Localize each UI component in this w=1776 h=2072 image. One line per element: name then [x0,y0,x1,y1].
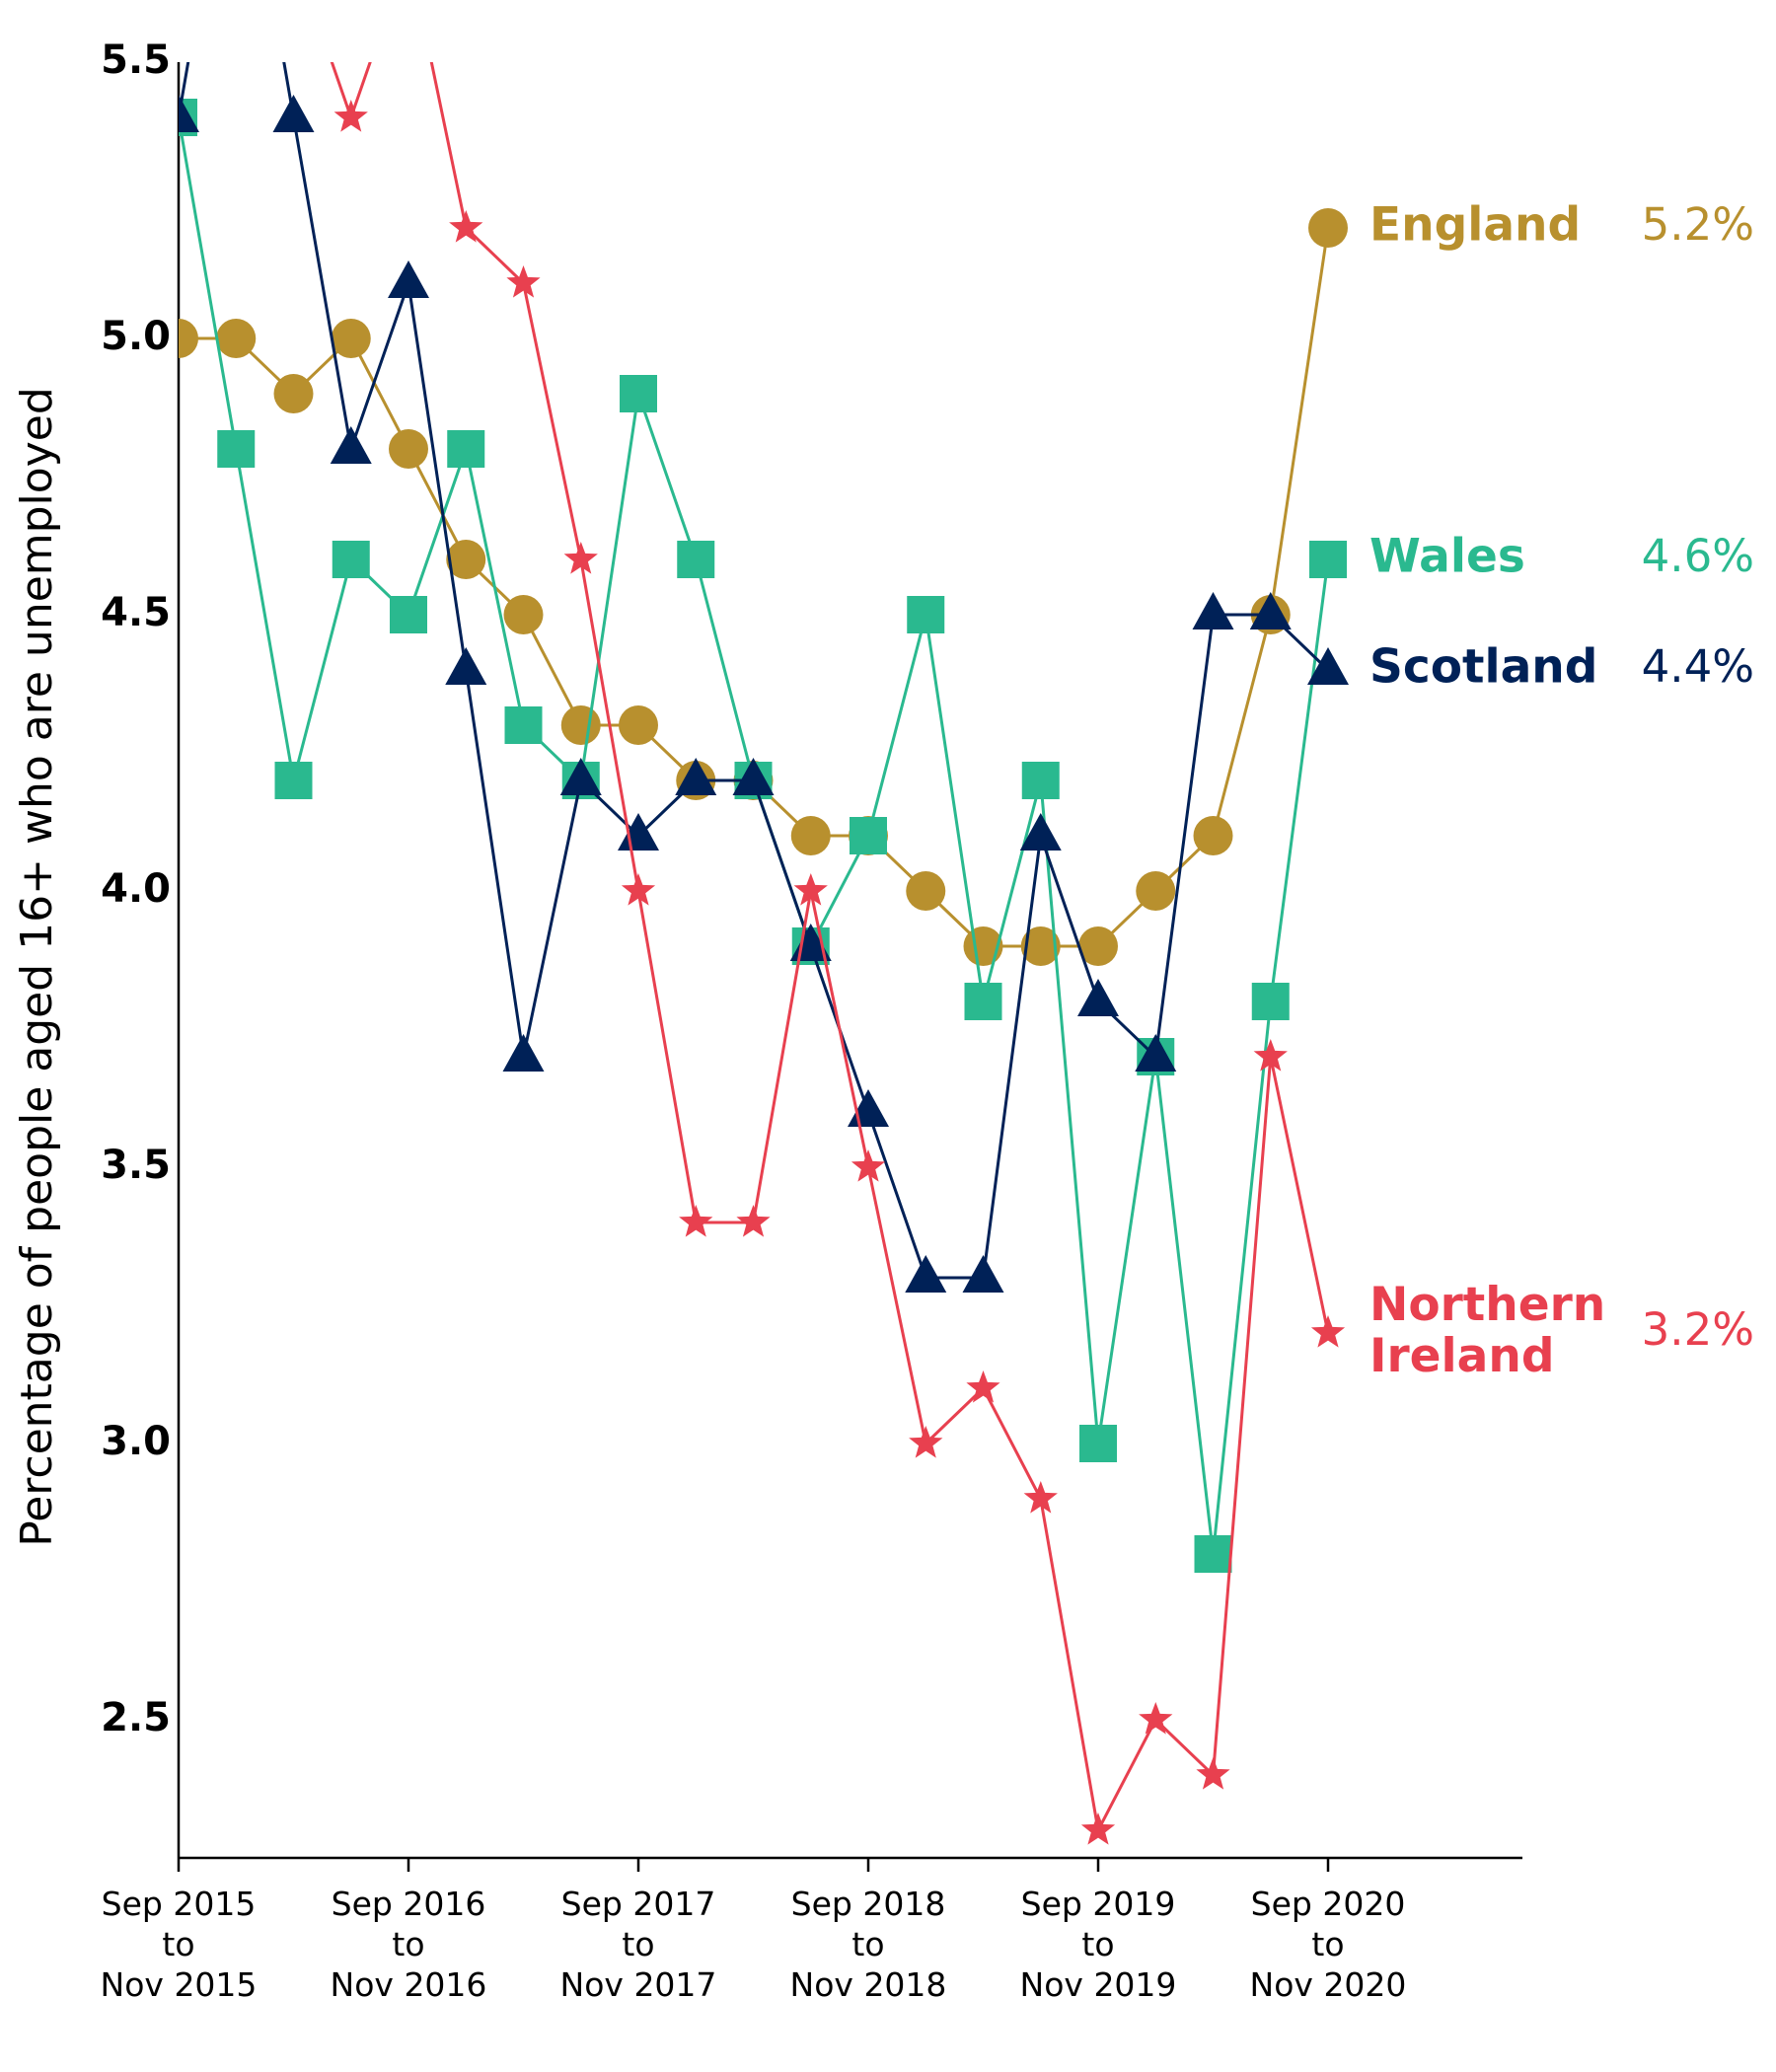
y-tick-label: 3.5 [101,1143,171,1188]
marker [449,210,483,243]
marker [679,1205,713,1237]
marker [621,873,656,906]
y-tick-label: 2.5 [101,1695,171,1740]
marker [1253,1039,1288,1072]
y-tick-label: 5.0 [101,314,171,359]
series-line [330,62,1330,1835]
legend-label: Wales [1369,530,1525,584]
marker [851,1149,886,1182]
x-tick-label: Sep 2019 to Nov 2019 [1020,1885,1177,2004]
marker [1249,592,1292,629]
legend-label: Scotland [1369,640,1597,695]
marker [732,758,775,795]
marker [179,95,199,132]
marker [447,430,485,468]
value-label: 3.2% [1642,1303,1754,1356]
marker [504,706,543,744]
marker [446,540,486,579]
marker [905,1255,947,1293]
marker [790,816,831,855]
marker [1136,871,1176,911]
marker [506,265,541,298]
marker [1135,1034,1177,1072]
marker [1251,983,1290,1020]
plot-area [179,62,1349,1845]
legend-label: England [1369,198,1581,253]
marker [736,1205,771,1237]
marker [850,817,887,854]
marker [1020,926,1061,966]
marker [1080,1813,1116,1845]
marker [1307,647,1349,685]
marker [332,541,370,578]
marker [1193,816,1233,855]
marker [1192,592,1234,629]
marker [1139,1702,1173,1735]
marker [274,762,313,799]
marker [962,1255,1004,1293]
value-label: 4.4% [1642,640,1754,693]
y-tick-label: 4.0 [101,866,171,912]
y-tick-label: 4.5 [101,590,171,635]
marker [1019,813,1062,851]
value-label: 4.6% [1642,530,1754,582]
marker [179,319,198,358]
marker [1021,762,1060,799]
marker [1196,1757,1230,1790]
marker [560,705,601,745]
x-tick-label: Sep 2018 to Nov 2018 [790,1885,947,2004]
marker [389,429,428,469]
marker [1194,1535,1232,1573]
marker [388,260,429,298]
marker [675,758,717,795]
marker [563,542,598,574]
marker [1308,208,1348,248]
marker [1310,1315,1346,1348]
marker [273,374,314,413]
x-tick-label: Sep 2017 to Nov 2017 [560,1885,717,2004]
series-line [179,62,1330,1280]
marker [502,1034,545,1072]
legend-label: Northern Ireland [1369,1278,1605,1383]
marker [618,813,659,851]
marker [619,705,658,745]
marker [1079,1425,1117,1462]
marker [793,873,828,906]
marker [1023,1481,1058,1514]
marker [906,871,946,911]
marker [677,541,715,578]
marker [907,596,945,633]
marker [1077,979,1119,1016]
marker [217,430,256,468]
x-tick-label: Sep 2020 to Nov 2020 [1250,1885,1407,2004]
marker [559,758,602,795]
y-axis-label: Percentage of people aged 16+ who are un… [12,387,62,1547]
marker [964,983,1002,1020]
marker [966,1370,1000,1403]
marker [390,596,427,633]
marker [330,426,372,464]
marker [503,595,544,634]
marker [216,319,257,358]
marker [1309,541,1347,578]
marker [1078,926,1118,966]
x-tick-label: Sep 2016 to Nov 2016 [331,1885,487,2004]
marker [620,375,657,412]
y-tick-label: 3.0 [101,1419,171,1464]
y-tick-label: 5.5 [101,37,171,83]
x-tick-label: Sep 2015 to Nov 2015 [101,1885,258,2004]
marker [331,319,371,358]
marker [333,100,368,132]
marker [909,1426,943,1458]
marker [445,647,487,685]
value-label: 5.2% [1642,198,1754,251]
marker [272,95,315,132]
